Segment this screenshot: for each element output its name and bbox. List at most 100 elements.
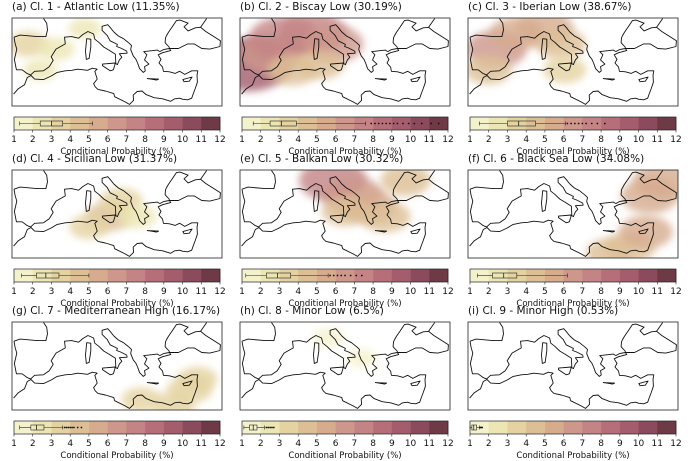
colorbar-segment — [391, 269, 411, 282]
heat-hotspot — [313, 327, 345, 348]
colorbar-segment — [601, 117, 621, 130]
map-frame — [467, 17, 679, 107]
island — [102, 62, 116, 72]
island — [313, 38, 320, 60]
box-outlier — [570, 122, 573, 125]
colorbar-tick-label: 12 — [214, 135, 225, 145]
colorbar-segment — [638, 117, 658, 130]
colorbar-segment — [88, 269, 108, 282]
box-outlier — [63, 426, 66, 429]
island — [541, 190, 548, 212]
colorbar-segment — [70, 421, 90, 434]
colorbar-segment — [657, 421, 677, 434]
colorbar-tick-label: 1 — [239, 439, 245, 449]
colorbar-tick-label: 4 — [67, 135, 73, 145]
box-iqr — [30, 424, 45, 431]
colorbar-segment — [619, 421, 639, 434]
colorbar-segment — [279, 269, 299, 282]
panel-title: (a) Cl. 1 - Atlantic Low (11.35%) — [12, 1, 180, 13]
coastlines — [469, 170, 677, 257]
box-outlier — [437, 122, 440, 125]
colorbar-tick-label: 9 — [389, 135, 395, 145]
colorbar-tick-label: 5 — [86, 287, 92, 297]
box-outlier — [392, 122, 395, 125]
colorbar-segment — [582, 421, 602, 434]
colorbar-frame — [469, 116, 677, 131]
box-outlier — [420, 122, 423, 125]
colorbar-tick-label: 10 — [405, 439, 417, 449]
colorbar-segment — [354, 269, 374, 282]
colorbar-segment — [242, 117, 262, 130]
colorbar-segment — [373, 421, 393, 434]
colorbar-tick-label: 5 — [86, 135, 92, 145]
colorbar-tick-label: 4 — [67, 287, 73, 297]
island — [558, 366, 572, 376]
map-frame — [467, 169, 679, 259]
island — [541, 38, 548, 60]
panel-title: (h) Cl. 8 - Minor Low (6.5%) — [240, 305, 384, 317]
heat-hotspot — [468, 55, 512, 85]
colorbar-segment — [391, 117, 411, 130]
colorbar-tick-label: 5 — [314, 135, 320, 145]
map-frame — [11, 321, 223, 411]
colorbar-tick-label: 3 — [505, 135, 511, 145]
colorbar-tick-label: 12 — [442, 135, 453, 145]
coastlines — [469, 322, 677, 409]
box-outlier — [360, 274, 363, 277]
coastline — [13, 48, 199, 105]
colorbar-tick-label: 11 — [652, 287, 663, 297]
box-outlier — [381, 122, 384, 125]
colorbar-tick-label: 8 — [142, 439, 148, 449]
panel-4: (d) Cl. 4 - Sicilian Low (31.37%) 1 2 3 4 5 6 7… — [11, 152, 226, 309]
colorbar-tick-label: 7 — [579, 135, 585, 145]
box-iqr — [471, 424, 477, 431]
colorbar-segment — [201, 269, 221, 282]
colorbar-tick-label: 2 — [486, 287, 492, 297]
colorbar-tick-label: 2 — [30, 135, 36, 145]
heat-hotspot — [68, 18, 101, 39]
colorbar-segment — [563, 269, 583, 282]
coastline — [469, 328, 617, 380]
colorbar-tick-label: 6 — [561, 439, 567, 449]
colorbar-segment — [126, 421, 146, 434]
colorbar-segment — [619, 117, 639, 130]
panel-chart: 1 2 3 4 5 6 7 8 9 10 11 12 — [239, 321, 454, 449]
island — [374, 230, 388, 233]
colorbar-tick-label: 8 — [598, 287, 604, 297]
box-outlier — [340, 274, 343, 277]
colorbar-tick-label: 4 — [67, 439, 73, 449]
colorbar-tick-label: 10 — [405, 287, 417, 297]
colorbar-tick-label: 12 — [670, 287, 681, 297]
colorbar-tick-label: 3 — [505, 287, 511, 297]
colorbar-segment — [488, 269, 508, 282]
colorbar-tick-label: 10 — [177, 135, 189, 145]
coastline — [241, 352, 427, 409]
colorbar-frame — [13, 116, 221, 131]
box-outlier — [581, 122, 584, 125]
box-iqr — [266, 272, 291, 279]
colorbar-segment — [107, 269, 127, 282]
colorbar-segment — [488, 421, 508, 434]
coastlines — [241, 322, 449, 409]
panel-chart: 1 2 3 4 5 6 7 8 9 10 11 12 — [467, 321, 682, 449]
panel-title: (b) Cl. 2 - Biscay Low (30.19%) — [240, 1, 402, 13]
colorbar-tick-label: 8 — [142, 287, 148, 297]
map-frame — [11, 17, 223, 107]
panel-chart: 1 2 3 4 5 6 7 8 9 10 11 12 — [11, 17, 226, 145]
island — [558, 62, 572, 72]
box-outlier — [370, 122, 373, 125]
coastline — [241, 18, 276, 38]
colorbar-tick-label: 12 — [214, 287, 225, 297]
coastline — [656, 170, 664, 180]
colorbar-segment — [107, 117, 127, 130]
colorbar-segment — [601, 421, 621, 434]
colorbar-segment — [242, 421, 262, 434]
panel-2: (b) Cl. 2 - Biscay Low (30.19%) 1 2 3 4 5 6 7 8 9… — [239, 0, 454, 157]
panel-chart: 1 2 3 4 5 6 7 8 9 10 11 12 — [11, 321, 226, 449]
coastline — [13, 200, 199, 257]
coastline — [241, 24, 389, 76]
coastline — [620, 19, 677, 50]
island — [410, 228, 421, 235]
colorbar-tick-label: 10 — [405, 135, 417, 145]
